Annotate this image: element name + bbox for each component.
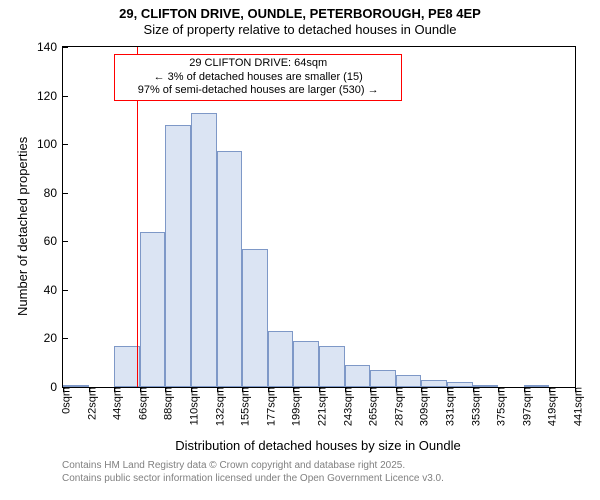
histogram-bar [345,365,371,387]
annotation-line: ← 3% of detached houses are smaller (15) [121,71,395,85]
y-tick: 80 [44,186,63,200]
x-tick: 287sqm [386,387,405,426]
x-tick: 243sqm [335,387,354,426]
chart-container: 29, CLIFTON DRIVE, OUNDLE, PETERBOROUGH,… [0,0,600,500]
x-tick: 221sqm [310,387,329,426]
x-tick: 132sqm [207,387,226,426]
x-tick: 441sqm [566,387,585,426]
histogram-bar [268,331,294,387]
histogram-bar [114,346,140,387]
histogram-bar [140,232,166,387]
annotation-line: 97% of semi-detached houses are larger (… [121,84,395,98]
x-tick: 155sqm [233,387,252,426]
histogram-bar [421,380,447,387]
x-tick: 309sqm [412,387,431,426]
x-tick: 110sqm [182,387,201,425]
x-tick: 0sqm [54,387,73,414]
title-sub: Size of property relative to detached ho… [0,22,600,38]
y-tick: 40 [44,283,63,297]
x-tick: 375sqm [489,387,508,426]
x-tick: 22sqm [79,387,98,420]
x-tick: 353sqm [463,387,482,426]
annotation-line: 29 CLIFTON DRIVE: 64sqm [121,57,395,71]
histogram-bar [191,113,217,387]
x-tick: 66sqm [130,387,149,420]
x-axis-label: Distribution of detached houses by size … [62,438,574,453]
title-main: 29, CLIFTON DRIVE, OUNDLE, PETERBOROUGH,… [0,6,600,22]
credits: Contains HM Land Registry data © Crown c… [62,460,444,485]
x-tick: 44sqm [105,387,124,420]
histogram-bar [165,125,191,387]
y-axis-label: Number of detached properties [15,137,30,316]
histogram-bar [396,375,422,387]
histogram-bar [217,151,243,387]
histogram-bar [293,341,319,387]
x-tick: 88sqm [156,387,175,420]
histogram-bar [242,249,268,387]
title-block: 29, CLIFTON DRIVE, OUNDLE, PETERBOROUGH,… [0,0,600,39]
y-tick: 120 [37,89,63,103]
histogram-bar [370,370,396,387]
plot-area: 0204060801001201400sqm22sqm44sqm66sqm88s… [62,46,576,388]
x-tick: 331sqm [438,387,457,426]
histogram-bar [319,346,345,387]
x-tick: 177sqm [258,387,277,426]
x-tick: 199sqm [284,387,303,426]
x-tick: 265sqm [361,387,380,426]
credit-line-1: Contains HM Land Registry data © Crown c… [62,460,444,473]
y-tick: 60 [44,234,63,248]
x-tick: 397sqm [514,387,533,426]
y-tick: 140 [37,40,63,54]
credit-line-2: Contains public sector information licen… [62,473,444,486]
y-tick: 100 [37,137,63,151]
annotation-box: 29 CLIFTON DRIVE: 64sqm← 3% of detached … [114,54,402,101]
y-tick: 20 [44,331,63,345]
x-tick: 419sqm [540,387,559,426]
